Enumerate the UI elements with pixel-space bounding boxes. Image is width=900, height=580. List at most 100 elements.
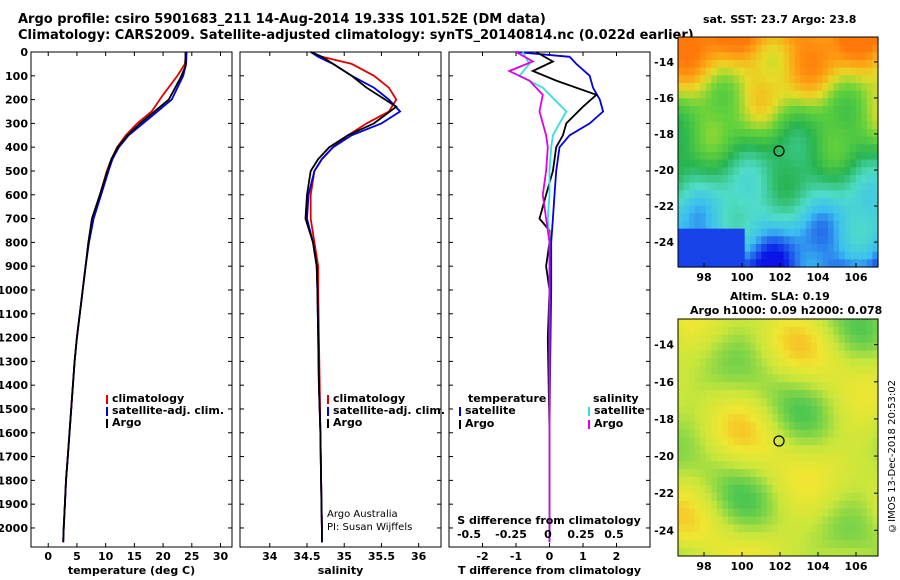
sst-cell xyxy=(794,67,801,76)
sla-cell xyxy=(800,421,807,431)
sla-cell xyxy=(778,366,785,375)
sla-cell xyxy=(783,421,790,431)
sst-cell xyxy=(783,113,790,122)
sla-cell xyxy=(739,508,746,518)
sst-cell xyxy=(850,98,857,107)
sst-cell xyxy=(844,44,851,53)
sla-cell xyxy=(705,508,712,518)
sst-cell xyxy=(761,83,768,92)
sla-cell xyxy=(761,366,768,375)
sst-cell xyxy=(800,52,807,61)
sst-cell xyxy=(722,228,729,237)
sst-cell xyxy=(866,136,874,145)
sla-cell xyxy=(850,516,857,525)
sst-cell xyxy=(794,221,801,230)
sst-cell xyxy=(861,228,868,237)
sla-cell xyxy=(711,366,718,375)
sst-cell xyxy=(844,60,851,69)
sst-cell xyxy=(805,67,812,76)
sla-cell xyxy=(739,461,746,470)
sla-cell xyxy=(783,382,790,391)
sst-cell xyxy=(761,213,768,222)
sst-cell xyxy=(744,121,751,130)
sst-cell xyxy=(761,90,768,99)
sla-cell xyxy=(700,366,707,375)
sst-cell xyxy=(844,144,851,153)
sla-cell xyxy=(705,342,712,352)
sst-cell xyxy=(855,75,862,84)
sla-cell xyxy=(839,548,846,557)
sst-cell xyxy=(778,136,785,145)
sla-cell xyxy=(855,429,862,439)
sst-cell xyxy=(705,159,712,168)
sla-cell xyxy=(789,382,796,391)
sst-cell xyxy=(766,205,774,214)
sst-cell xyxy=(722,121,729,130)
sla-cell xyxy=(744,334,751,344)
sst-cell xyxy=(739,221,746,230)
sla-cell xyxy=(750,326,757,336)
sla-cell xyxy=(705,524,712,533)
sst-cell xyxy=(789,37,796,46)
sla-cell xyxy=(789,374,796,383)
sst-cell xyxy=(761,106,768,115)
sst-cell xyxy=(783,259,790,268)
sst-cell xyxy=(744,98,751,107)
sst-cell xyxy=(805,113,812,122)
sla-cell xyxy=(683,366,690,375)
sst-cell xyxy=(811,144,818,153)
sst-cell xyxy=(778,190,785,199)
sla-cell xyxy=(816,374,824,383)
sst-cell xyxy=(789,106,796,115)
sst-cell xyxy=(772,144,779,153)
sst-cell xyxy=(689,113,696,122)
sst-cell xyxy=(855,67,862,76)
sla-cell xyxy=(722,413,729,423)
series-line-sal-0 xyxy=(309,51,398,543)
sst-cell xyxy=(855,83,862,92)
sla-cell xyxy=(783,484,790,494)
sla-cell xyxy=(839,500,846,510)
ytick-label: 1400 xyxy=(0,379,28,392)
sst-cell xyxy=(800,37,807,46)
sla-cell xyxy=(833,437,840,446)
sla-cell xyxy=(739,413,746,423)
sla-cell xyxy=(828,453,835,462)
sla-cell xyxy=(844,326,851,336)
sst-cell xyxy=(800,159,807,168)
sst-cell xyxy=(794,244,801,253)
sla-cell xyxy=(728,358,735,367)
sla-cell xyxy=(689,500,696,510)
sst-ytick-label: -20 xyxy=(654,164,674,177)
sst-cell xyxy=(861,98,868,107)
sla-cell xyxy=(689,429,696,439)
sla-cell xyxy=(828,524,835,533)
sst-cell xyxy=(705,60,712,69)
sla-cell xyxy=(750,524,757,533)
sla-cell xyxy=(728,326,735,336)
sla-cell xyxy=(755,319,762,328)
sst-cell xyxy=(778,236,785,245)
sst-cell xyxy=(689,190,696,199)
sla-cell xyxy=(850,319,857,328)
sla-cell xyxy=(766,508,774,518)
sla-cell xyxy=(705,500,712,510)
sst-cell xyxy=(816,205,824,214)
sla-cell xyxy=(872,382,879,391)
sla-cell xyxy=(833,358,840,367)
sla-cell xyxy=(783,374,790,383)
sla-cell xyxy=(683,500,690,510)
sla-cell xyxy=(839,390,846,399)
sla-cell xyxy=(678,508,685,518)
sla-cell xyxy=(783,398,790,407)
sla-cell xyxy=(783,413,790,423)
sst-cell xyxy=(872,121,879,130)
sla-cell xyxy=(705,540,712,549)
sst-cell xyxy=(783,190,790,199)
sla-cell xyxy=(794,326,801,336)
sst-cell xyxy=(755,75,762,84)
sst-cell xyxy=(705,205,712,214)
sst-cell xyxy=(811,213,818,222)
sst-cell xyxy=(805,167,812,176)
sla-cell xyxy=(822,437,829,446)
